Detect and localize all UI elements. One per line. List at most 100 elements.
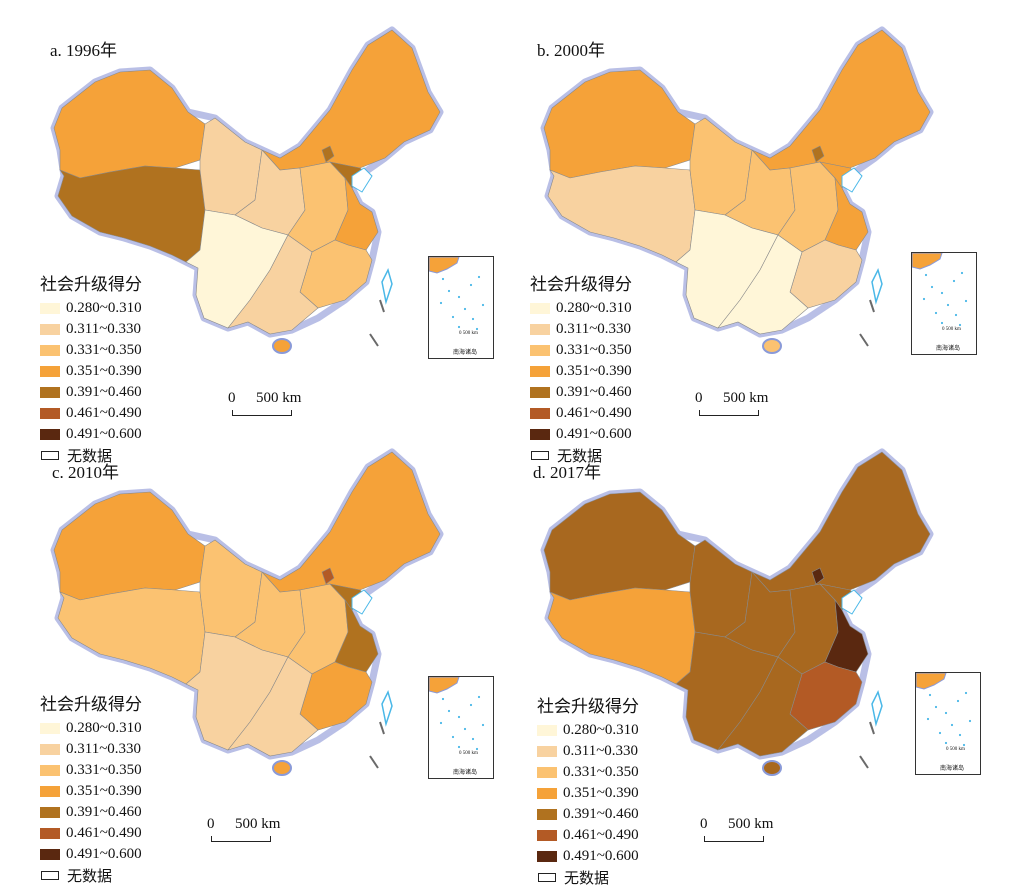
region-taiwan	[871, 689, 883, 727]
legend-title: 社会升级得分	[40, 695, 142, 714]
china-map	[50, 448, 444, 776]
legend-label: 0.351~0.390	[66, 783, 142, 799]
legend-label: 0.331~0.350	[66, 342, 142, 358]
legend-swatch	[530, 324, 550, 335]
region-hainan	[762, 760, 782, 776]
legend-label: 0.391~0.460	[563, 806, 639, 822]
legend-item: 0.461~0.490	[530, 403, 632, 424]
legend-item: 0.391~0.460	[537, 804, 639, 825]
legend-item: 0.351~0.390	[537, 783, 639, 804]
inset-land	[429, 677, 460, 694]
legend-label: 0.391~0.460	[66, 804, 142, 820]
legend-label: 0.331~0.350	[66, 762, 142, 778]
legend-swatch	[40, 828, 60, 839]
legend-swatch	[40, 723, 60, 734]
legend-swatch	[537, 851, 557, 862]
legend-label: 0.491~0.600	[66, 846, 142, 862]
legend-label: 0.461~0.490	[563, 827, 639, 843]
legend-swatch	[40, 765, 60, 776]
legend-item: 0.311~0.330	[537, 741, 639, 762]
legend-swatch	[40, 744, 60, 755]
island-dot	[469, 283, 473, 287]
bohai-sea	[351, 167, 373, 193]
legend-swatch	[40, 345, 60, 356]
island-dot	[439, 301, 443, 305]
south-china-sea-inset: 0 500 km 南海诸岛	[911, 252, 977, 355]
region-nw	[199, 539, 263, 638]
island-dot	[944, 711, 948, 715]
island-dot	[457, 745, 461, 749]
panel-title: a. 1996年	[50, 41, 118, 60]
legend-label-no-data: 无数据	[564, 871, 610, 887]
legend: 社会升级得分 0.280~0.310 0.311~0.330 0.331~0.350 0…	[537, 692, 639, 888]
island-dot	[451, 735, 455, 739]
inset-caption: 南海诸岛	[453, 770, 478, 776]
legend-title: 社会升级得分	[537, 697, 639, 716]
map-panel-2010: c. 2010年 社会升级得分 0.280~0.310 0.311~0.330 0.3…	[0, 440, 500, 885]
island-dot	[922, 297, 926, 301]
island-dot	[928, 693, 932, 697]
scale-label: 500 km	[728, 816, 774, 832]
island-dot	[457, 325, 461, 329]
china-map	[50, 26, 444, 354]
region-beijing	[811, 567, 825, 585]
boundary-dash	[859, 333, 869, 347]
island-dot	[960, 271, 964, 275]
region-xj	[543, 69, 696, 179]
legend-item: 0.280~0.310	[40, 718, 142, 739]
legend-swatch	[40, 429, 60, 440]
island-dot	[475, 747, 479, 751]
legend-swatch	[40, 324, 60, 335]
region-south	[717, 234, 809, 335]
inset-caption: 南海诸岛	[940, 766, 965, 772]
bohai-sea	[841, 167, 863, 193]
legend-swatch	[530, 387, 550, 398]
legend-swatch	[40, 366, 60, 377]
legend-label: 0.491~0.600	[563, 848, 639, 864]
legend-swatch	[40, 807, 60, 818]
legend-item: 0.351~0.390	[40, 361, 142, 382]
region-taiwan	[871, 267, 883, 305]
island-dot	[954, 313, 958, 317]
region-hainan	[272, 338, 292, 354]
legend-swatch	[40, 786, 60, 797]
region-beijing	[321, 567, 335, 585]
legend-item: 0.311~0.330	[40, 739, 142, 760]
legend-title: 社会升级得分	[40, 275, 142, 294]
island-dot	[958, 733, 962, 737]
island-dot	[447, 289, 451, 293]
legend-swatch	[40, 303, 60, 314]
island-dot	[475, 327, 479, 331]
legend-item: 0.461~0.490	[40, 403, 142, 424]
legend-swatch	[537, 830, 557, 841]
region-coastA	[334, 598, 379, 673]
legend-label: 0.280~0.310	[66, 720, 142, 736]
boundary-dash	[869, 721, 875, 735]
legend-label: 0.331~0.350	[563, 764, 639, 780]
region-south	[227, 234, 319, 335]
region-coastA	[334, 176, 379, 251]
legend-item-no-data: 无数据	[537, 867, 639, 888]
legend-swatch	[537, 788, 557, 799]
legend-item-no-data: 无数据	[40, 445, 142, 466]
island-dot	[451, 315, 455, 319]
region-coastA	[824, 598, 869, 673]
island-dot	[477, 695, 481, 699]
scale-label: 500 km	[235, 816, 281, 832]
legend-label: 0.491~0.600	[556, 426, 632, 442]
inset-land	[429, 257, 460, 274]
legend-swatch	[40, 387, 60, 398]
inset-map	[429, 257, 485, 331]
legend-label: 0.491~0.600	[66, 426, 142, 442]
island-dot	[940, 291, 944, 295]
bohai-sea	[841, 589, 863, 615]
boundary-dash	[369, 755, 379, 769]
legend-label: 0.311~0.330	[66, 741, 142, 757]
island-dot	[944, 741, 948, 745]
region-nw	[689, 117, 753, 216]
scale-line	[704, 836, 764, 842]
legend-item: 0.311~0.330	[40, 319, 142, 340]
china-map	[540, 26, 934, 354]
region-beijing	[321, 145, 335, 163]
legend-label: 0.351~0.390	[556, 363, 632, 379]
